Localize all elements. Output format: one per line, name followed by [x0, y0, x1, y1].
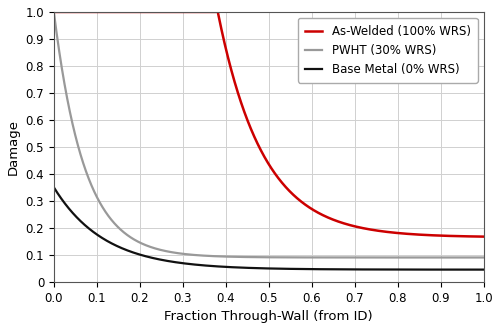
PWHT (30% WRS): [308, 255, 314, 259]
Line: Base Metal (0% WRS): Base Metal (0% WRS): [54, 187, 484, 270]
As-Welded (100% WRS): [215, 12, 221, 16]
PWHT (30% WRS): [330, 255, 336, 259]
PWHT (30% WRS): [372, 255, 378, 259]
Y-axis label: Damage: Damage: [7, 119, 20, 175]
Base Metal (0% WRS): [330, 267, 336, 271]
As-Welded (100% WRS): [480, 235, 486, 239]
As-Welded (100% WRS): [372, 228, 378, 232]
PWHT (30% WRS): [215, 254, 221, 258]
PWHT (30% WRS): [51, 10, 57, 14]
Line: PWHT (30% WRS): PWHT (30% WRS): [54, 12, 484, 257]
PWHT (30% WRS): [480, 255, 486, 259]
Base Metal (0% WRS): [51, 185, 57, 189]
X-axis label: Fraction Through-Wall (from ID): Fraction Through-Wall (from ID): [164, 310, 373, 323]
Legend: As-Welded (100% WRS), PWHT (30% WRS), Base Metal (0% WRS): As-Welded (100% WRS), PWHT (30% WRS), Ba…: [298, 18, 478, 83]
Base Metal (0% WRS): [480, 268, 486, 272]
As-Welded (100% WRS): [308, 207, 314, 211]
Base Metal (0% WRS): [308, 267, 314, 271]
Base Metal (0% WRS): [372, 268, 378, 272]
Line: As-Welded (100% WRS): As-Welded (100% WRS): [54, 12, 484, 237]
Base Metal (0% WRS): [129, 250, 135, 254]
As-Welded (100% WRS): [330, 218, 336, 222]
Base Metal (0% WRS): [215, 264, 221, 268]
Base Metal (0% WRS): [404, 268, 410, 272]
PWHT (30% WRS): [129, 236, 135, 240]
As-Welded (100% WRS): [51, 10, 57, 14]
PWHT (30% WRS): [404, 255, 410, 259]
As-Welded (100% WRS): [129, 10, 135, 14]
As-Welded (100% WRS): [404, 232, 410, 236]
